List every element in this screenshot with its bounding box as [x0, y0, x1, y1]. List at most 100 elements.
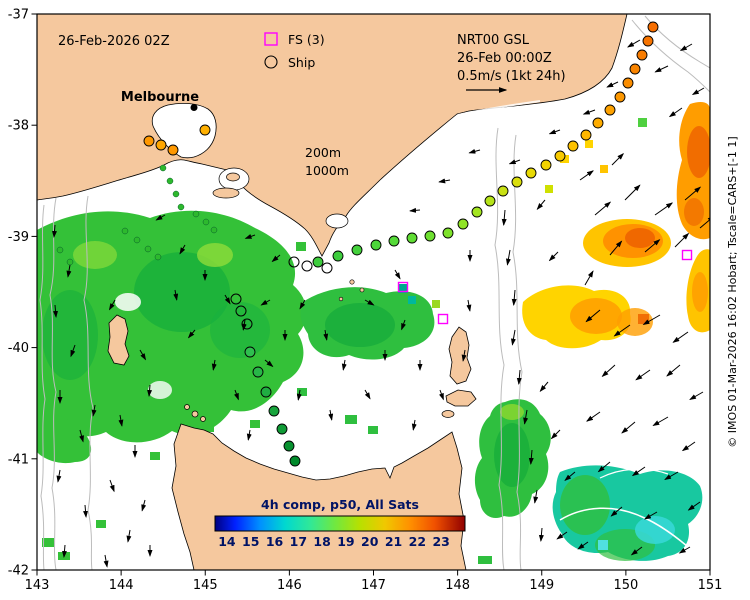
current-vector — [597, 461, 611, 473]
corner-inlet — [325, 213, 349, 229]
current-vector-layer — [51, 39, 710, 568]
flinders-island — [448, 326, 472, 385]
current-vector — [652, 416, 669, 427]
current-vector — [610, 506, 623, 517]
ship-open-circle — [235, 305, 247, 317]
sst-gap — [148, 381, 172, 399]
current-vector — [691, 87, 705, 96]
sst-pixel — [345, 415, 357, 424]
kent-group-island — [349, 279, 355, 285]
current-vector — [516, 369, 522, 385]
current-vector — [505, 249, 511, 266]
current-vector — [468, 148, 481, 154]
colorbar-tick-label: 16 — [266, 534, 284, 549]
ship-obs-point — [636, 49, 648, 61]
current-vector — [83, 504, 89, 518]
current-vector — [439, 389, 444, 401]
fs-marker-layer — [397, 249, 693, 325]
king-island — [107, 314, 130, 366]
obs-dot — [121, 227, 129, 235]
current-vector — [624, 184, 641, 201]
current-vector — [299, 299, 306, 310]
contour-label-200m: 200m — [305, 145, 341, 160]
current-vector — [53, 304, 59, 318]
colorbar-tick-label: 22 — [409, 534, 426, 549]
fs-legend-label: FS (3) — [288, 32, 325, 47]
y-tick-label: -39 — [8, 230, 29, 245]
current-vector — [611, 152, 625, 166]
current-vector — [51, 224, 57, 238]
ship-legend-swatch — [264, 55, 278, 69]
y-tick-label: -38 — [8, 119, 29, 134]
current-vector — [536, 199, 546, 210]
clarke-island — [441, 410, 455, 418]
colorbar-tick-label: 23 — [432, 534, 449, 549]
datetime-label: 26-Feb-2026 02Z — [58, 34, 170, 49]
ship-obs-point — [155, 139, 167, 151]
obs-dot — [56, 246, 64, 254]
current-vector — [672, 331, 689, 343]
current-vector — [109, 479, 115, 493]
x-axis: 143 144 145 146 147 148 149 150 151 — [25, 570, 722, 593]
sst-patch — [687, 126, 710, 178]
ship-obs-point — [332, 250, 344, 262]
ship-obs-point — [252, 366, 264, 378]
ship-obs-point — [642, 35, 654, 47]
kent-group-island — [359, 287, 365, 293]
ship-obs-point — [540, 159, 552, 171]
current-vector — [635, 369, 651, 381]
x-tick-label: 148 — [445, 578, 470, 593]
y-tick-label: -41 — [8, 452, 29, 467]
copyright-text: © IMOS 01-Mar-2026 16:02 Hobart; Tscale=… — [726, 136, 739, 447]
current-vector — [556, 531, 568, 540]
current-vector — [155, 214, 166, 221]
current-vector — [630, 546, 643, 556]
sst-patch — [570, 298, 622, 334]
x-tick-label: 145 — [193, 578, 218, 593]
x-tick-label: 143 — [25, 578, 50, 593]
current-vector — [579, 170, 594, 181]
current-vector — [70, 344, 76, 358]
ship-obs-point — [167, 144, 179, 156]
current-vector — [528, 449, 534, 465]
sst-patch — [625, 228, 655, 248]
sst-pixel — [398, 284, 408, 293]
sst-patch — [197, 243, 233, 267]
current-vector — [687, 501, 701, 511]
sst-patch — [210, 302, 270, 358]
current-vector — [66, 264, 72, 278]
fs-marker — [437, 313, 449, 325]
sst-gap — [115, 293, 141, 311]
obs-dot — [66, 258, 74, 266]
current-vector — [510, 329, 516, 346]
current-vector — [577, 541, 589, 550]
ship-obs-point — [580, 129, 592, 141]
current-vector — [364, 389, 371, 400]
colorbar-tick-label: 14 — [218, 534, 236, 549]
sst-patch — [635, 516, 675, 544]
current-vector — [466, 299, 472, 312]
current-vector — [341, 359, 347, 371]
ship-obs-point — [289, 455, 301, 467]
current-vector — [411, 419, 417, 431]
current-vector — [689, 391, 704, 401]
observation-layer — [56, 21, 659, 467]
obs-dot — [154, 253, 162, 261]
phillip-island — [212, 187, 240, 199]
obs-dot — [159, 164, 167, 172]
ship-obs-point — [244, 346, 256, 358]
current-vector — [141, 499, 147, 512]
current-vector — [461, 349, 467, 362]
ship-obs-point — [199, 124, 211, 136]
current-vector — [606, 81, 619, 88]
x-tick-label: 150 — [613, 578, 638, 593]
land-layer — [37, 14, 628, 570]
x-tick-label: 149 — [529, 578, 554, 593]
current-vector — [668, 107, 683, 118]
ship-open-circle — [241, 318, 253, 330]
current-vector — [147, 384, 153, 397]
ship-obs-point — [260, 386, 272, 398]
sst-pixel — [638, 314, 649, 324]
current-vector — [601, 364, 616, 378]
